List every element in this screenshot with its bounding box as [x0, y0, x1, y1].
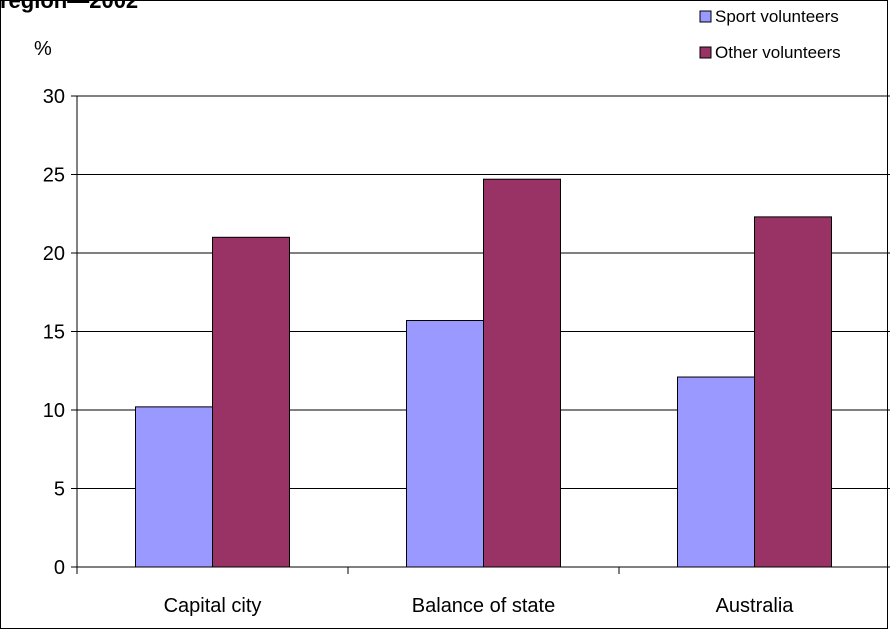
legend-swatch [699, 10, 712, 23]
chart-title: region—2002 [0, 0, 138, 13]
legend: Sport volunteers Other volunteers [699, 7, 841, 62]
bar [406, 320, 484, 568]
y-tick-label: 5 [54, 479, 65, 501]
y-tick-label: 25 [43, 165, 65, 187]
y-axis-label: % [34, 38, 52, 60]
x-tick-label: Balance of state [412, 595, 555, 617]
x-tick-labels: Capital city Balance of state Australia [164, 595, 795, 617]
bars [135, 178, 832, 568]
y-tick-label: 30 [43, 86, 65, 108]
axes [71, 95, 890, 574]
x-tick-label: Australia [716, 595, 795, 617]
x-tick-label: Capital city [164, 595, 262, 617]
bar [212, 236, 290, 568]
legend-label: Other volunteers [715, 43, 841, 62]
bar [135, 406, 213, 568]
bar [754, 216, 832, 568]
bar [483, 178, 561, 568]
y-tick-label: 20 [43, 243, 65, 265]
y-tick-labels: 0 5 10 15 20 25 30 [43, 86, 65, 579]
legend-label: Sport volunteers [715, 7, 839, 26]
legend-swatch [699, 46, 712, 59]
y-tick-label: 10 [43, 400, 65, 422]
y-tick-label: 0 [54, 557, 65, 579]
y-tick-label: 15 [43, 322, 65, 344]
bar [677, 376, 755, 568]
